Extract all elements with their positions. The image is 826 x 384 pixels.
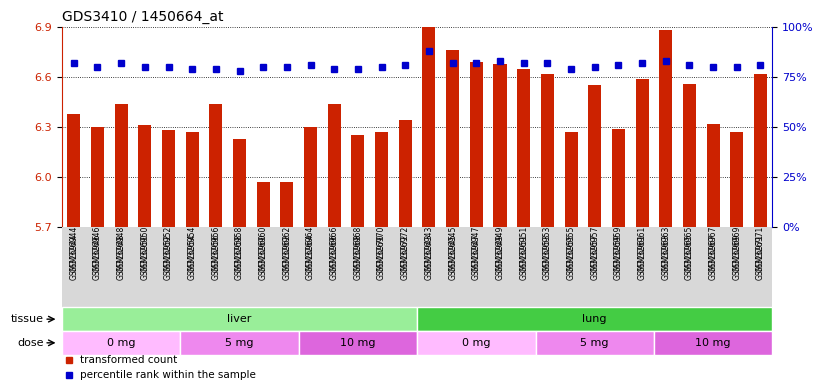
Bar xyxy=(422,27,435,227)
Bar xyxy=(138,125,151,227)
Bar xyxy=(67,114,80,227)
Text: GDS3410 / 1450664_at: GDS3410 / 1450664_at xyxy=(62,10,224,25)
Text: lung: lung xyxy=(582,314,607,324)
Bar xyxy=(233,139,246,227)
Bar xyxy=(541,74,554,227)
Text: GSM326947: GSM326947 xyxy=(472,233,481,280)
Bar xyxy=(417,307,772,331)
Bar xyxy=(280,182,293,227)
Bar xyxy=(754,74,767,227)
Text: GSM326963: GSM326963 xyxy=(662,233,670,280)
Text: 5 mg: 5 mg xyxy=(581,338,609,348)
Bar xyxy=(162,131,175,227)
Bar xyxy=(304,127,317,227)
Bar xyxy=(470,62,483,227)
Text: GSM326950: GSM326950 xyxy=(140,233,150,280)
Text: 0 mg: 0 mg xyxy=(462,338,491,348)
Text: GSM326954: GSM326954 xyxy=(188,233,197,280)
Bar xyxy=(115,104,128,227)
Text: 10 mg: 10 mg xyxy=(340,338,376,348)
Text: GSM326967: GSM326967 xyxy=(709,233,718,280)
Text: GSM326944: GSM326944 xyxy=(69,233,78,280)
Bar xyxy=(730,132,743,227)
Text: GSM326952: GSM326952 xyxy=(164,233,173,280)
Text: liver: liver xyxy=(227,314,252,324)
Text: GSM326966: GSM326966 xyxy=(330,233,339,280)
Text: GSM326946: GSM326946 xyxy=(93,233,102,280)
Text: percentile rank within the sample: percentile rank within the sample xyxy=(79,370,255,380)
Text: GSM326958: GSM326958 xyxy=(235,233,244,280)
Bar xyxy=(706,124,719,227)
Text: 0 mg: 0 mg xyxy=(107,338,135,348)
Text: GSM326956: GSM326956 xyxy=(211,233,221,280)
Text: GSM326943: GSM326943 xyxy=(425,233,434,280)
Text: dose: dose xyxy=(17,338,45,348)
Text: GSM326957: GSM326957 xyxy=(591,233,599,280)
Text: GSM326945: GSM326945 xyxy=(449,233,457,280)
Bar xyxy=(517,69,530,227)
Text: GSM326960: GSM326960 xyxy=(259,233,268,280)
Bar xyxy=(91,127,104,227)
Text: GSM326955: GSM326955 xyxy=(567,233,576,280)
Bar xyxy=(62,307,417,331)
Text: tissue: tissue xyxy=(12,314,45,324)
Bar xyxy=(257,182,270,227)
Bar xyxy=(180,331,299,355)
Bar xyxy=(399,120,412,227)
Text: GSM326962: GSM326962 xyxy=(282,233,292,280)
Bar xyxy=(659,30,672,227)
Bar xyxy=(635,79,648,227)
Text: GSM326961: GSM326961 xyxy=(638,233,647,280)
Text: GSM326948: GSM326948 xyxy=(116,233,126,280)
Bar xyxy=(446,50,459,227)
Text: 5 mg: 5 mg xyxy=(225,338,254,348)
Bar xyxy=(186,132,199,227)
Bar xyxy=(351,136,364,227)
Bar xyxy=(654,331,772,355)
Bar xyxy=(612,129,625,227)
Text: GSM326953: GSM326953 xyxy=(543,233,552,280)
Text: GSM326972: GSM326972 xyxy=(401,233,410,280)
Text: transformed count: transformed count xyxy=(79,355,177,365)
Bar xyxy=(564,132,577,227)
Bar xyxy=(535,331,654,355)
Bar xyxy=(588,85,601,227)
Bar xyxy=(299,331,417,355)
Text: GSM326949: GSM326949 xyxy=(496,233,505,280)
Bar xyxy=(375,132,388,227)
Text: GSM326968: GSM326968 xyxy=(354,233,363,280)
Text: GSM326971: GSM326971 xyxy=(756,233,765,280)
Bar xyxy=(328,104,341,227)
Text: GSM326969: GSM326969 xyxy=(733,233,741,280)
Bar xyxy=(493,64,506,227)
Bar xyxy=(62,331,180,355)
Text: GSM326964: GSM326964 xyxy=(306,233,315,280)
Bar xyxy=(209,104,222,227)
Text: 10 mg: 10 mg xyxy=(695,338,731,348)
Text: GSM326970: GSM326970 xyxy=(377,233,386,280)
Text: GSM326965: GSM326965 xyxy=(685,233,694,280)
Text: GSM326951: GSM326951 xyxy=(520,233,528,280)
Text: GSM326959: GSM326959 xyxy=(614,233,623,280)
Bar xyxy=(683,84,696,227)
Bar xyxy=(417,331,535,355)
